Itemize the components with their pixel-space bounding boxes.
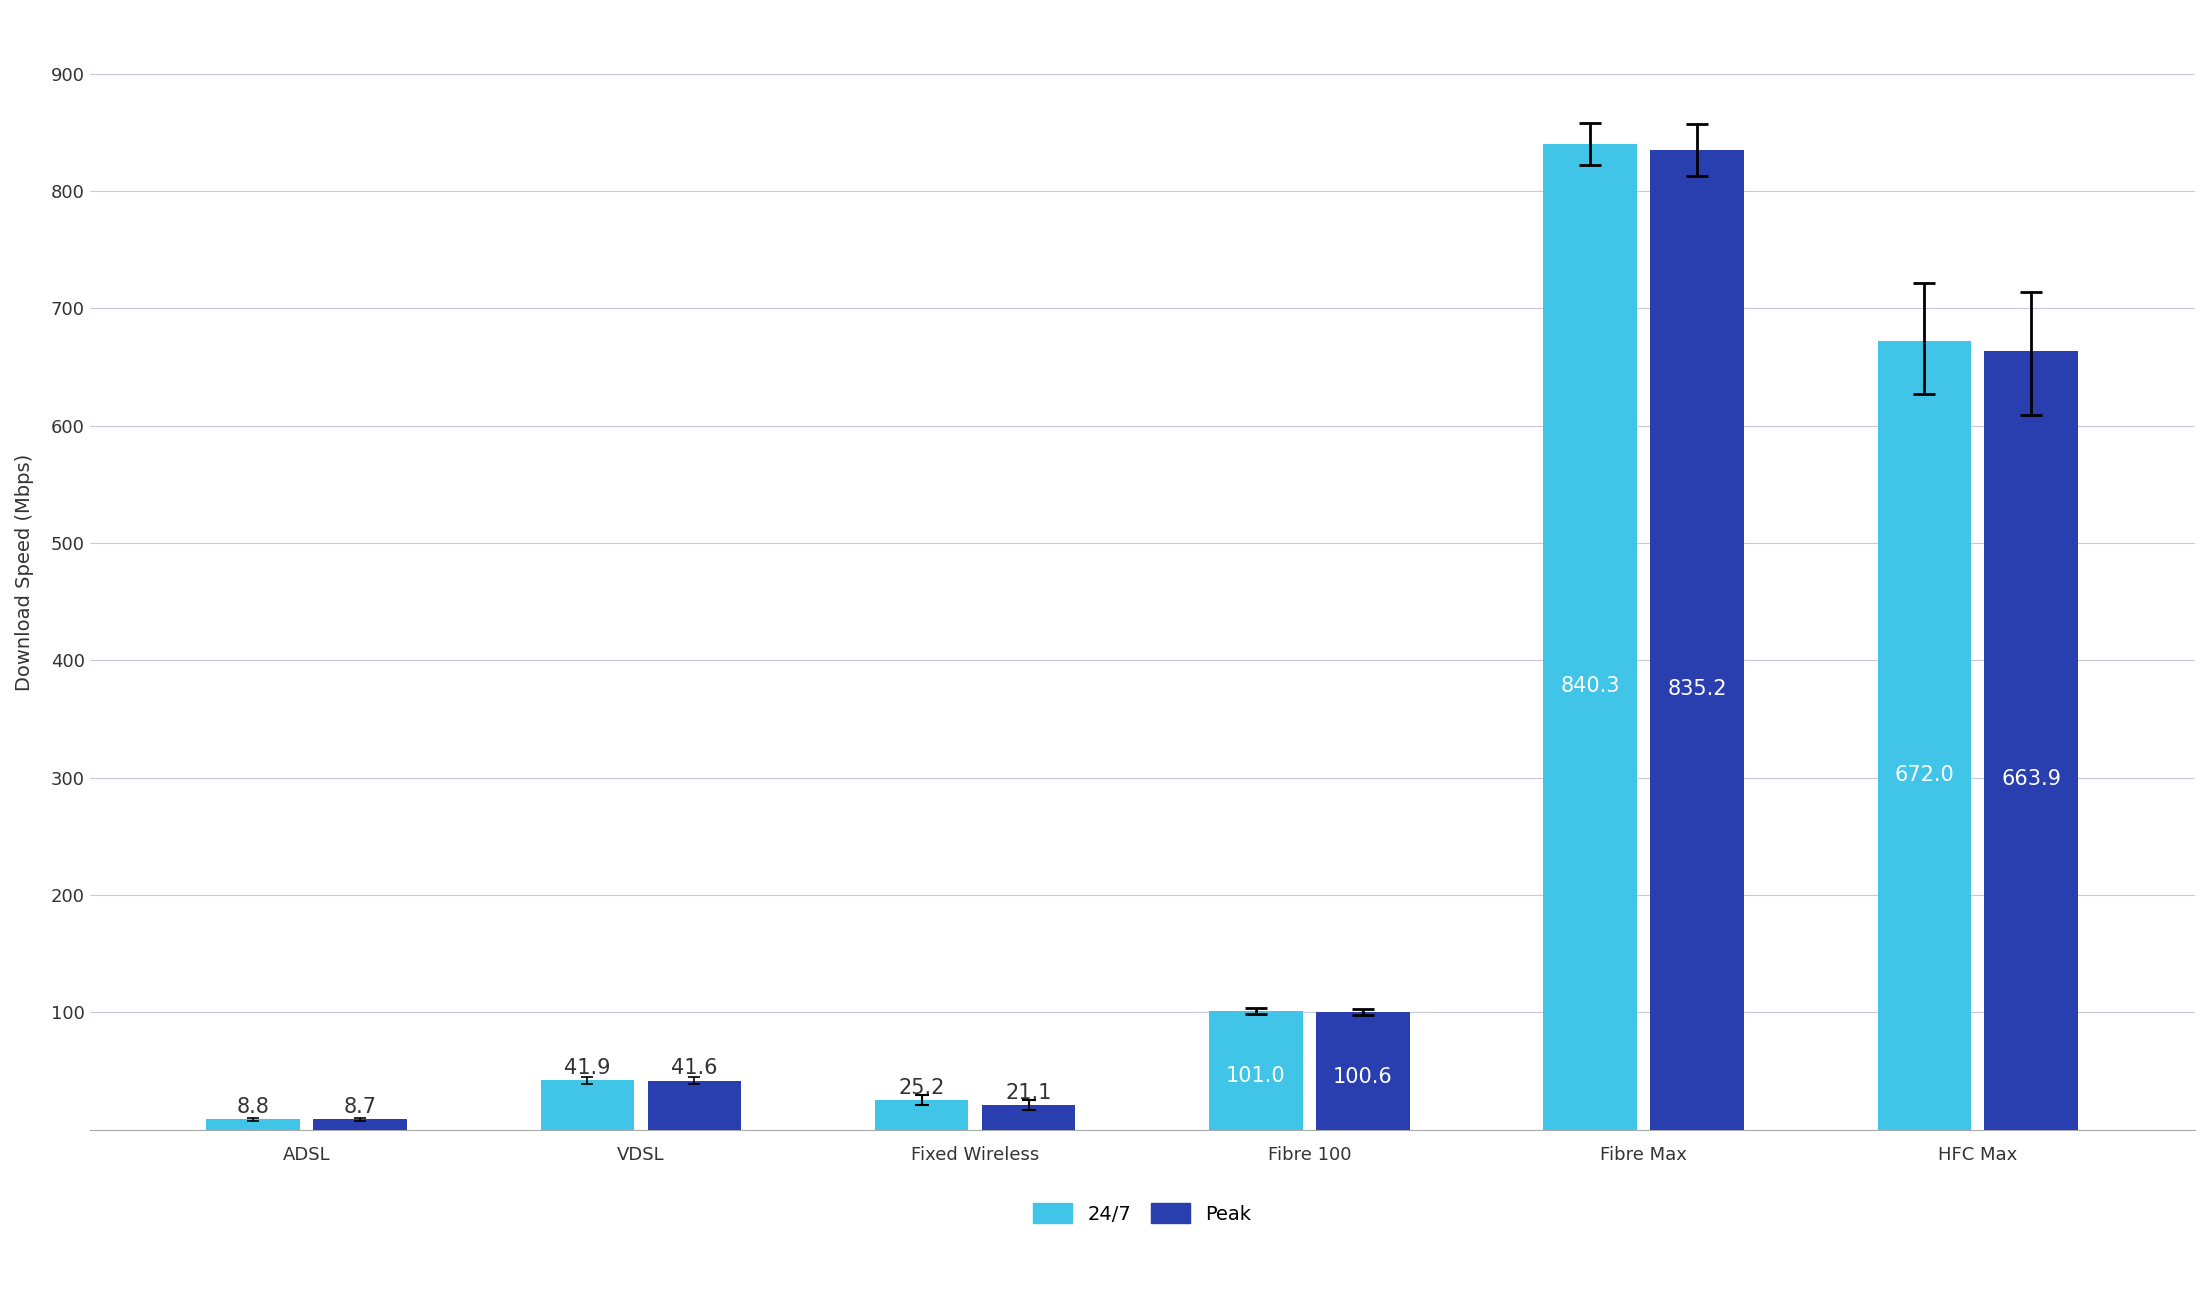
Bar (981, 1105, 1076, 1130)
Bar (1543, 144, 1638, 1130)
Text: 100.6: 100.6 (1333, 1066, 1392, 1087)
Y-axis label: Download Speed (Mbps): Download Speed (Mbps) (15, 454, 33, 690)
Text: 25.2: 25.2 (899, 1078, 946, 1097)
Bar (1651, 150, 1744, 1130)
Bar (1985, 351, 2077, 1130)
Text: 41.6: 41.6 (672, 1058, 718, 1079)
Bar (1878, 341, 1971, 1130)
Bar (206, 1119, 301, 1130)
Text: 21.1: 21.1 (1006, 1083, 1052, 1102)
Bar (541, 1080, 634, 1130)
Bar (1209, 1011, 1302, 1130)
Bar (875, 1100, 968, 1130)
Text: 840.3: 840.3 (1560, 676, 1620, 696)
Text: 8.8: 8.8 (236, 1097, 270, 1117)
Text: 663.9: 663.9 (2002, 770, 2062, 789)
Bar (314, 1119, 407, 1130)
Bar (648, 1080, 740, 1130)
Text: 672.0: 672.0 (1894, 764, 1954, 785)
Bar (1315, 1011, 1410, 1130)
Text: 835.2: 835.2 (1666, 679, 1726, 698)
Text: 8.7: 8.7 (345, 1097, 376, 1117)
Legend: 24/7, Peak: 24/7, Peak (1025, 1195, 1260, 1231)
Text: 101.0: 101.0 (1227, 1066, 1286, 1087)
Text: 41.9: 41.9 (564, 1058, 610, 1078)
